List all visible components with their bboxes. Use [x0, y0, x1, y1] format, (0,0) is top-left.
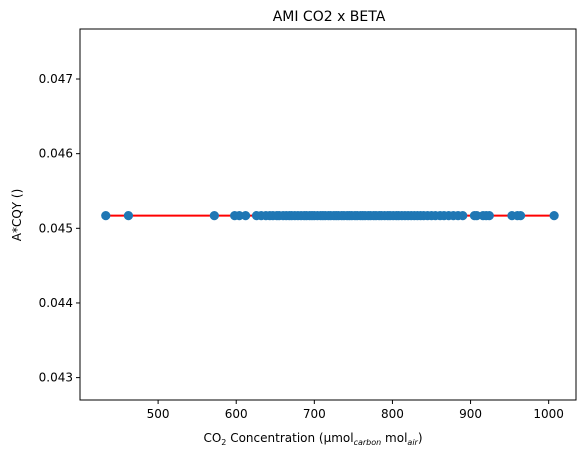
x-tick-label: 800	[381, 407, 404, 421]
x-tick-label: 900	[459, 407, 482, 421]
data-point	[240, 211, 251, 221]
x-tick-label: 600	[225, 407, 248, 421]
y-axis-label: A*CQY ()	[10, 189, 24, 242]
data-points	[101, 211, 559, 221]
x-tick-label: 700	[303, 407, 326, 421]
data-point	[515, 211, 526, 221]
y-tick-label: 0.045	[39, 221, 73, 235]
chart-title: AMI CO2 x BETA	[273, 9, 386, 25]
y-tick-label: 0.043	[39, 371, 73, 385]
x-tick-label: 1000	[533, 407, 564, 421]
y-tick-label: 0.046	[39, 147, 73, 161]
y-tick-label: 0.047	[39, 72, 73, 86]
data-point	[484, 211, 494, 221]
data-point	[209, 211, 219, 221]
plot-frame	[79, 28, 577, 401]
data-point	[101, 211, 111, 221]
x-tick-label: 500	[147, 407, 170, 421]
data-point	[549, 211, 559, 221]
y-axis-ticks: 0.043 0.044 0.045 0.046 0.047	[39, 72, 80, 385]
x-axis-label: CO2 Concentration (µmolcarbon molair)	[203, 431, 422, 447]
data-point	[458, 211, 468, 221]
y-tick-label: 0.044	[39, 296, 73, 310]
data-point	[123, 211, 134, 221]
x-axis-ticks: 500 600 700 800 900 1000	[147, 400, 564, 421]
